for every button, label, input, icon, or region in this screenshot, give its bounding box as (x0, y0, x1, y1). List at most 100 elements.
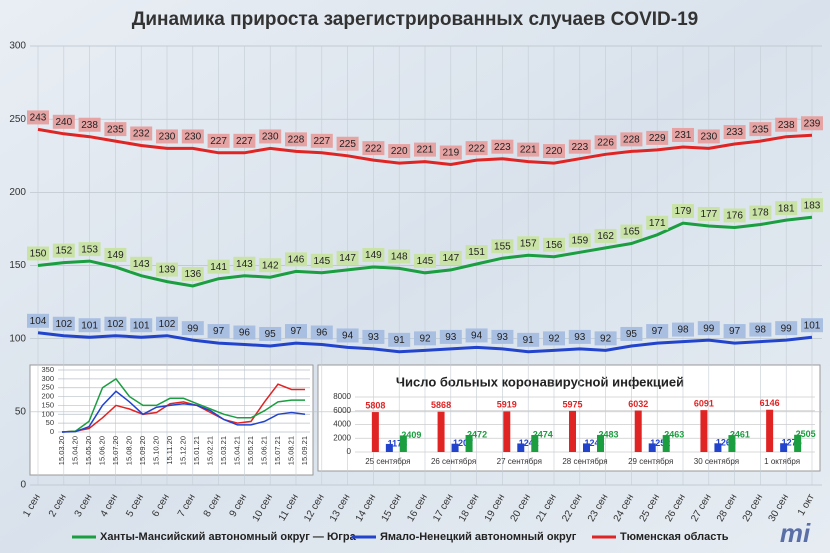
data-label-bg (517, 332, 540, 347)
y-tick-label: 200 (41, 392, 54, 401)
data-label-bg (156, 262, 178, 277)
y-tick-label: 250 (9, 114, 26, 125)
y-tick-label: 50 (15, 406, 27, 417)
data-label: 146 (288, 254, 305, 265)
data-label: 93 (574, 332, 586, 343)
data-label-bg (723, 208, 746, 223)
data-label: 136 (184, 269, 201, 280)
data-label: 104 (30, 316, 47, 327)
data-label-bg (310, 133, 333, 148)
bar (465, 435, 473, 452)
y-tick-label: 8000 (333, 392, 351, 401)
data-label: 239 (804, 118, 821, 129)
data-label-bg (620, 224, 643, 239)
data-label-bg (285, 132, 307, 147)
data-label: 93 (445, 332, 457, 343)
data-label: 139 (159, 265, 176, 276)
bar (597, 434, 604, 452)
y-tick-label: 50 (46, 418, 54, 427)
legend-label: Ханты-Мансийский автономный округ — Югра (100, 531, 357, 543)
bar (714, 443, 722, 452)
data-label-bg (801, 116, 823, 131)
data-label: 93 (368, 332, 380, 343)
data-label: 232 (133, 129, 150, 140)
data-label: 96 (316, 328, 328, 339)
data-label: 93 (497, 332, 509, 343)
data-label: 2409 (401, 430, 421, 440)
data-label: 143 (133, 259, 150, 270)
data-label-bg (594, 228, 617, 243)
data-label-bg (723, 125, 746, 140)
data-label-bg (388, 249, 411, 264)
data-label-bg (78, 117, 101, 132)
data-label-bg (27, 110, 49, 125)
data-label-bg (181, 321, 204, 336)
data-label-bg (104, 316, 127, 331)
data-label-bg (775, 117, 798, 132)
data-label: 227 (236, 136, 253, 147)
data-label-bg (336, 136, 359, 151)
y-tick-label: 0 (347, 447, 352, 456)
data-label: 97 (729, 326, 741, 337)
y-tick-label: 200 (9, 187, 26, 198)
data-label-bg (543, 237, 565, 252)
data-label: 99 (703, 323, 715, 334)
x-tick-label: 15.12.20 (178, 436, 187, 465)
data-label-bg (233, 133, 256, 148)
x-tick-label: 15.11.20 (165, 436, 174, 465)
x-tick-label: 15.09.20 (138, 436, 147, 465)
series-line (61, 377, 305, 433)
data-label: 147 (442, 253, 459, 264)
data-label: 152 (55, 246, 72, 257)
bar (385, 443, 393, 452)
data-label-bg (749, 205, 772, 220)
data-label-bg (517, 142, 540, 157)
data-label-bg (388, 332, 411, 347)
data-label: 5868 (431, 400, 451, 410)
data-label: 141 (210, 262, 227, 273)
x-tick-label: 15.08.20 (124, 436, 133, 465)
data-label: 147 (339, 253, 356, 264)
data-label: 1275 (782, 438, 802, 448)
data-label: 223 (571, 142, 588, 153)
data-label: 2474 (533, 429, 553, 439)
data-label-bg (568, 233, 591, 248)
data-label-bg (52, 243, 75, 258)
data-label: 95 (626, 329, 638, 340)
data-label: 91 (523, 335, 535, 346)
data-label-bg (104, 247, 127, 262)
data-label-bg (362, 141, 385, 156)
data-label-bg (465, 141, 488, 156)
inset-bar-title: Число больных коронавирусной инфекцией (396, 374, 684, 389)
data-label: 235 (107, 124, 124, 135)
data-label: 98 (677, 325, 689, 336)
data-label-bg (104, 122, 127, 137)
data-label: 219 (442, 148, 459, 159)
x-tick-label: 15.07.20 (111, 436, 120, 465)
data-label: 97 (290, 326, 302, 337)
data-label-bg (362, 329, 385, 344)
data-label: 222 (365, 143, 382, 154)
data-label-bg (594, 331, 617, 346)
bar (766, 409, 774, 452)
data-label: 5808 (365, 400, 385, 410)
data-label: 179 (675, 206, 692, 217)
data-label: 102 (55, 319, 72, 330)
bar (583, 443, 590, 452)
y-tick-label: 2000 (333, 433, 351, 442)
y-tick-label: 150 (9, 260, 26, 271)
data-label: 221 (520, 145, 537, 156)
data-label: 226 (597, 137, 614, 148)
data-label-bg (568, 139, 591, 154)
data-label: 102 (107, 319, 124, 330)
data-label: 96 (239, 328, 251, 339)
series-line (61, 383, 305, 433)
data-label: 1207 (453, 438, 473, 448)
data-label: 101 (81, 320, 98, 331)
data-label: 227 (210, 136, 227, 147)
data-label: 97 (652, 326, 664, 337)
data-label-bg (620, 132, 643, 147)
data-label-bg (285, 324, 307, 339)
data-label: 165 (623, 227, 640, 238)
data-label-bg (749, 322, 772, 337)
